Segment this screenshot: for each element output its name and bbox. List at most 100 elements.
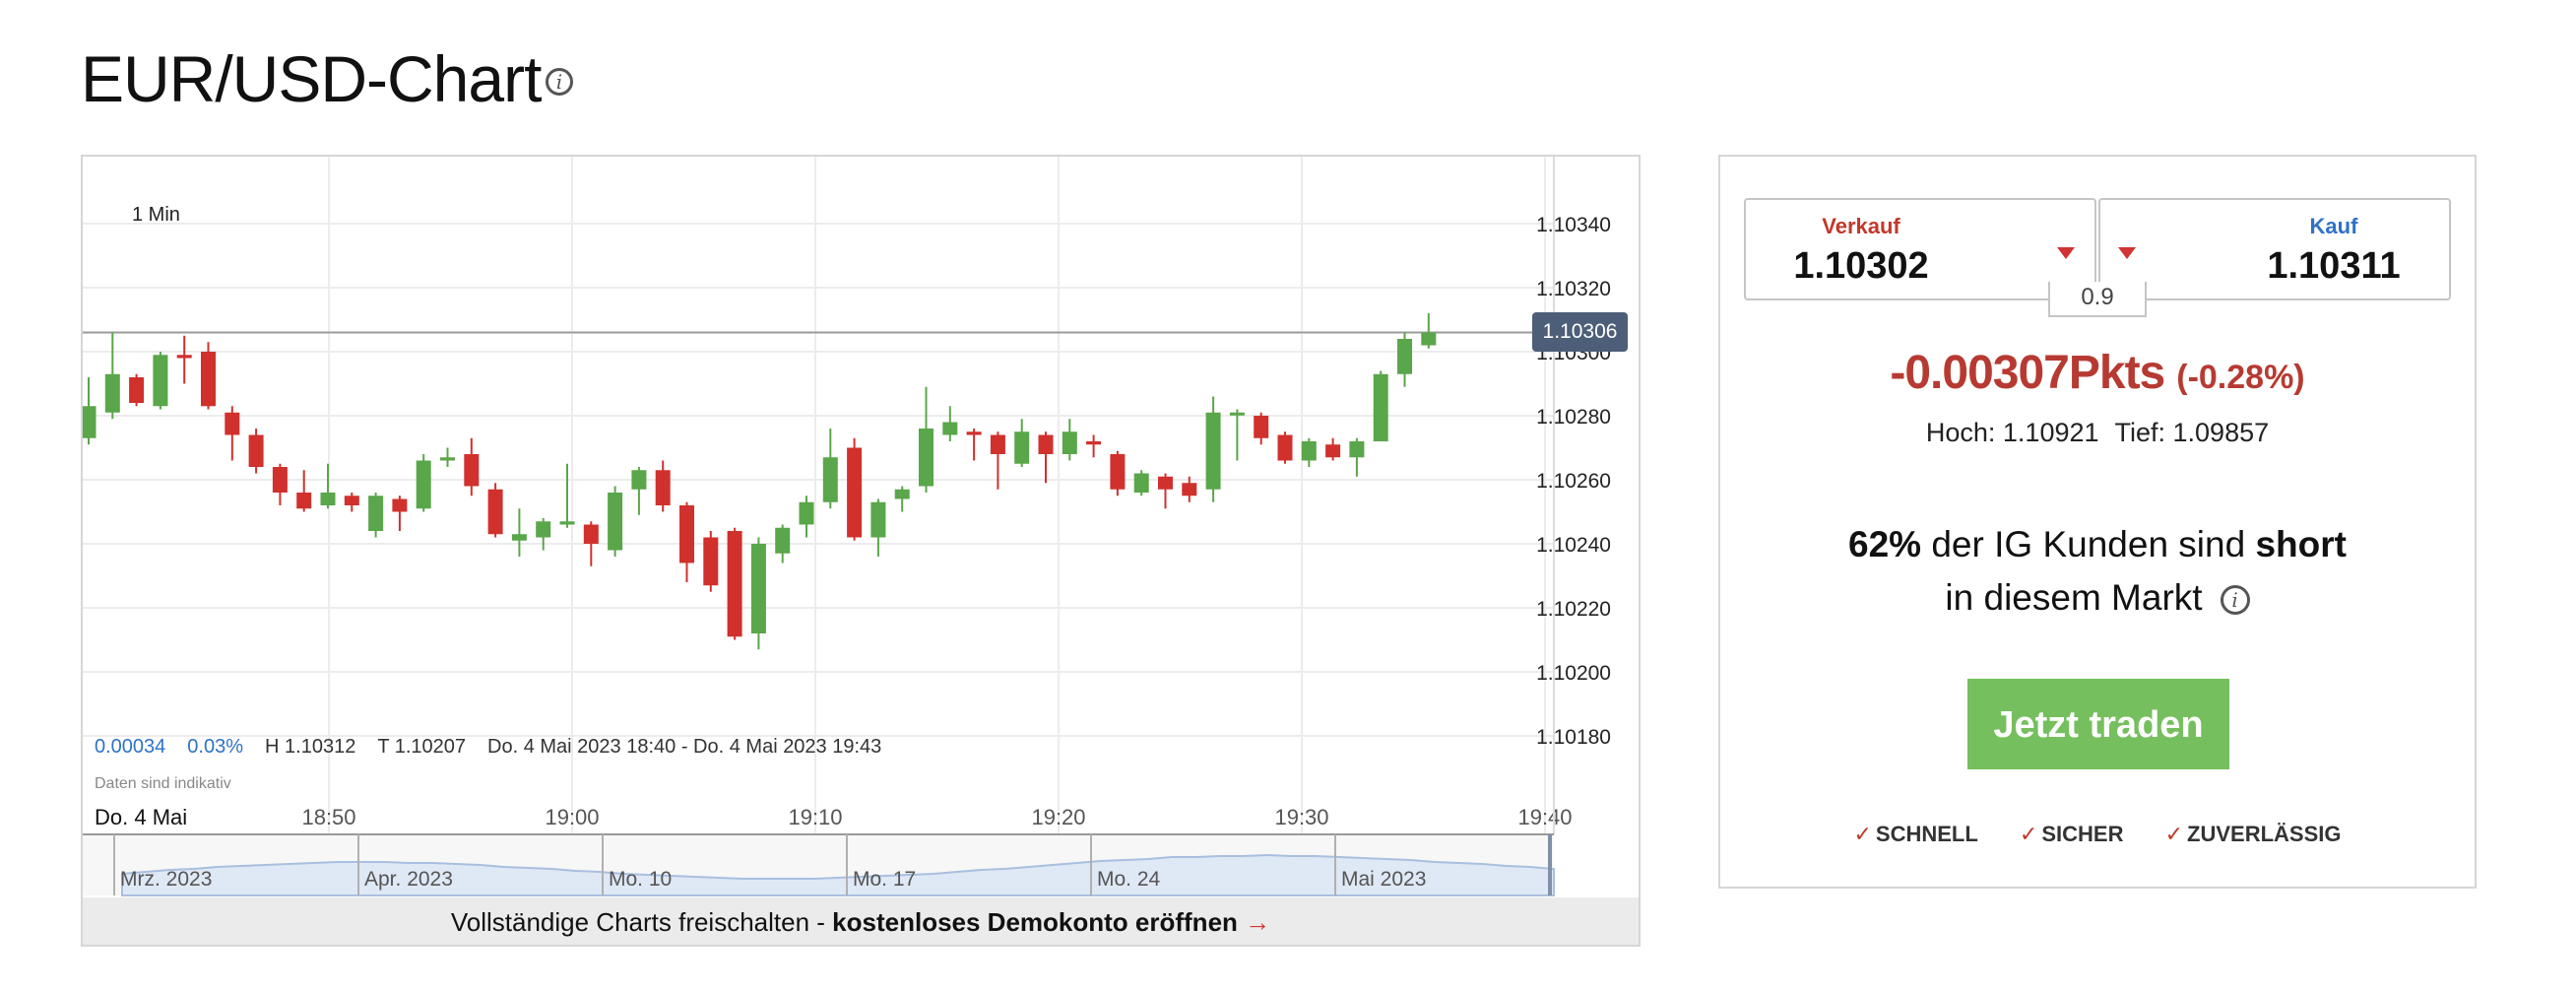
x-tick-label: 19:30 (1274, 805, 1328, 829)
candle-body (727, 531, 742, 637)
arrow-right-icon[interactable]: → (1245, 907, 1271, 937)
candlestick-chart[interactable]: 18:50 19:00 19:10 19:20 19:30 19:40 1.10340 1.1… (83, 157, 1639, 945)
candle-body (1158, 476, 1173, 490)
feature-fast: ✓ SCHNELL (1853, 822, 1977, 846)
current-price-badge: 1.10306 (1532, 312, 1628, 352)
candle-body (83, 406, 97, 438)
change-abs: 0.00034 (95, 736, 166, 758)
check-icon: ✓ (2019, 822, 2038, 846)
navigator-label: Mo. 24 (1097, 868, 1161, 891)
candle-body (583, 524, 599, 544)
y-tick-label: 1.10220 (1536, 598, 1611, 621)
candle-body (248, 434, 264, 467)
candle-body (1038, 434, 1054, 454)
buy-button[interactable]: Kauf 1.10311 (2098, 198, 2451, 300)
client-sentiment: 62% der IG Kunden sind short in diesem M… (1720, 518, 2475, 625)
high-low-row: Hoch: 1.10921 Tief: 1.09857 (1720, 418, 2475, 448)
candle-body (822, 457, 838, 502)
candle-body (153, 355, 168, 407)
x-tick-label: 19:10 (788, 805, 842, 829)
candle-body (894, 489, 910, 499)
candle-body (559, 521, 575, 525)
candle-body (919, 429, 934, 487)
candle-body (1014, 431, 1030, 464)
navigator-label: Mrz. 2023 (120, 868, 212, 891)
candle-body (775, 527, 791, 554)
candle-body (129, 377, 145, 403)
y-tick-label: 1.10260 (1536, 470, 1611, 493)
candle-body (487, 489, 503, 535)
day-high: Hoch: 1.10921 (1925, 418, 2099, 447)
candle-body (320, 493, 336, 505)
candle-body (1182, 483, 1197, 496)
candle-body (655, 470, 671, 505)
spread-value: 0.9 (2048, 282, 2147, 317)
date-label: Do. 4 Mai (95, 805, 188, 829)
x-tick-label: 18:50 (301, 805, 355, 829)
y-tick-label: 1.10340 (1536, 214, 1611, 236)
candle-body (225, 412, 240, 435)
candle-body (440, 457, 455, 461)
y-tick-label: 1.10320 (1536, 278, 1611, 300)
interval-label[interactable]: 1 Min (132, 204, 180, 226)
stats-row: 0.00034 0.03% H 1.10312 T 1.10207 Do. 4 Mai … (95, 736, 903, 759)
sell-button[interactable]: Verkauf 1.10302 (1744, 198, 2096, 300)
navigator-label: Mo. 10 (609, 868, 672, 891)
candle-body (703, 537, 719, 586)
candle-body (631, 470, 647, 490)
candle-body (870, 501, 886, 538)
info-icon[interactable]: i (2220, 585, 2250, 616)
candle-body (104, 373, 120, 413)
candle-body (536, 521, 551, 538)
sentiment-text: der IG Kunden sind (1931, 524, 2246, 564)
sentiment-direction: short (2255, 524, 2347, 564)
candle-body (464, 454, 480, 487)
down-arrow-icon (2057, 247, 2075, 259)
navigator-label: Mo. 17 (853, 868, 916, 891)
day-low: Tief: 1.09857 (2114, 418, 2270, 447)
trade-panel: Verkauf 1.10302 Kauf 1.10311 0.9 -0.0030… (1718, 155, 2477, 889)
x-tick-label: 19:40 (1517, 805, 1572, 829)
y-tick-label: 1.10280 (1536, 406, 1611, 429)
demo-account-link[interactable]: kostenloses Demokonto eröffnen (832, 907, 1238, 937)
sell-label: Verkauf (1822, 214, 1900, 238)
feature-label: ZUVERLÄSSIG (2187, 822, 2342, 846)
candle-body (799, 501, 814, 525)
candle-body (750, 544, 766, 633)
candle-body (990, 434, 1005, 454)
candle-body (176, 355, 192, 359)
candle-body (201, 352, 216, 407)
change-pct: 0.03% (187, 736, 244, 758)
feature-secure: ✓ SICHER (2020, 822, 2124, 846)
down-arrow-icon (2118, 247, 2136, 259)
change-points: -0.00307Pkts (1890, 347, 2165, 399)
date-range: Do. 4 Mai 2023 18:40 - Do. 4 Mai 2023 19… (487, 736, 882, 758)
candle-body (392, 498, 408, 512)
info-icon[interactable]: i (546, 68, 573, 96)
candle-body (1349, 441, 1365, 458)
unlock-charts-bar[interactable]: Vollständige Charts freischalten - koste… (83, 897, 1639, 945)
high-value: H 1.10312 (265, 736, 356, 758)
candle-body (1062, 431, 1077, 454)
check-icon: ✓ (2164, 822, 2184, 846)
change-percent: (-0.28%) (2176, 359, 2305, 396)
candle-body (1254, 416, 1269, 438)
x-tick-label: 19:20 (1031, 805, 1085, 829)
disclaimer: Daten sind indikativ (95, 775, 231, 792)
candle-body (1205, 412, 1221, 490)
candle-body (416, 460, 431, 509)
candle-body (942, 422, 958, 435)
candle-body (344, 496, 359, 505)
candle-body (966, 431, 982, 435)
candle-body (1086, 441, 1102, 445)
feature-label: SCHNELL (1875, 822, 1978, 846)
trade-now-button[interactable]: Jetzt traden (1967, 679, 2229, 769)
navigator-area (121, 853, 1555, 896)
sentiment-percent: 62% (1848, 524, 1922, 564)
candle-body (296, 493, 312, 509)
candle-body (1110, 454, 1126, 490)
y-tick-label: 1.10200 (1536, 662, 1611, 685)
candle-body (1421, 332, 1437, 346)
candle-body (847, 447, 863, 538)
chart-panel[interactable]: 18:50 19:00 19:10 19:20 19:30 19:40 1.10340 1.1… (81, 155, 1641, 947)
